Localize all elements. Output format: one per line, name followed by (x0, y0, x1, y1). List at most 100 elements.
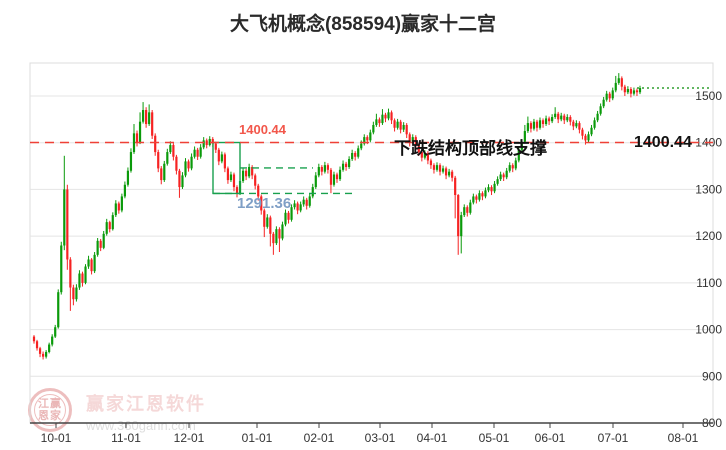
candle (557, 113, 560, 120)
candle (178, 170, 181, 188)
candle (587, 134, 590, 141)
candle (326, 165, 330, 170)
candle (251, 167, 254, 176)
candle (554, 113, 557, 118)
x-axis-label: 06-01 (535, 431, 566, 445)
candle (378, 119, 381, 124)
candle (57, 292, 60, 328)
candle (432, 165, 436, 170)
candle (375, 119, 378, 125)
x-axis-label: 01-01 (242, 431, 273, 445)
candle (590, 127, 593, 135)
candle (329, 169, 333, 185)
candle (172, 145, 175, 157)
candle (320, 167, 323, 172)
candle (369, 132, 372, 141)
candle (302, 199, 305, 205)
candle (166, 152, 169, 164)
candle (254, 175, 257, 186)
candle (69, 259, 72, 288)
candle (614, 82, 617, 91)
candle (154, 135, 157, 153)
candle (151, 112, 154, 136)
candle (263, 210, 266, 227)
candle (441, 168, 445, 172)
structure-bottom-price-label: 1291.36 (237, 195, 292, 212)
candle (414, 137, 417, 146)
candle (54, 327, 57, 337)
candle (35, 341, 39, 349)
candles[interactable] (32, 73, 642, 360)
candle (60, 245, 63, 293)
candle (163, 163, 166, 181)
x-axis: 10-01 11-01 12-01 01-01 02-01 03-01 04-01 05-01… (30, 422, 713, 445)
candle (448, 171, 451, 176)
candle (511, 165, 514, 169)
candle (193, 149, 196, 157)
candle (141, 110, 145, 122)
candle (475, 196, 478, 200)
x-axis-label: 04-01 (417, 431, 448, 445)
candle (90, 259, 93, 272)
candle (196, 149, 199, 157)
candle (363, 137, 366, 144)
candle (169, 145, 172, 153)
candle (520, 141, 523, 150)
candle (532, 121, 536, 129)
candle (505, 170, 508, 178)
candle (417, 145, 420, 153)
support-line-text: 下跌结构顶部线支撑 (394, 139, 547, 158)
candle (354, 152, 357, 157)
candle (487, 187, 490, 191)
candle (287, 212, 290, 220)
structure-top-price-label: 1400.44 (239, 122, 286, 137)
candle (581, 129, 584, 136)
candle (138, 121, 142, 143)
candle (45, 351, 48, 357)
candle (278, 229, 281, 239)
candle (102, 233, 105, 248)
candle (466, 207, 469, 213)
x-axis-label: 11-01 (111, 431, 141, 445)
candle (541, 120, 545, 125)
candle (341, 163, 345, 170)
candle (84, 266, 87, 283)
candle (66, 189, 69, 260)
candle (81, 273, 84, 283)
candle (108, 222, 111, 230)
candle (526, 123, 529, 132)
structure-annotations (30, 87, 713, 195)
candle (529, 123, 533, 129)
candle (611, 90, 614, 99)
candle (223, 154, 226, 169)
candle (596, 113, 599, 121)
candle (117, 203, 120, 211)
candle (308, 196, 311, 206)
candle (405, 124, 408, 135)
candle (317, 167, 320, 176)
x-axis-label: 05-01 (479, 431, 510, 445)
candle (351, 152, 354, 160)
candle (372, 124, 375, 133)
candle (384, 114, 387, 119)
candle (390, 112, 393, 121)
candle (451, 171, 454, 178)
candle (323, 165, 326, 172)
candle (93, 254, 96, 272)
candle (548, 118, 551, 122)
candle (629, 88, 633, 94)
candle (217, 149, 220, 162)
candle (32, 336, 36, 342)
candle (357, 148, 360, 157)
support-line-price-label: 1400.44 (634, 134, 692, 151)
y-axis-label: 1300 (695, 182, 722, 196)
candle (535, 121, 539, 128)
page-title: 大飞机概念(858594)赢家十二宫 (229, 14, 497, 35)
candle (202, 140, 205, 148)
candle (457, 195, 460, 237)
candle (245, 170, 248, 177)
candle (211, 138, 214, 144)
candle (135, 133, 139, 143)
candle (602, 99, 605, 107)
